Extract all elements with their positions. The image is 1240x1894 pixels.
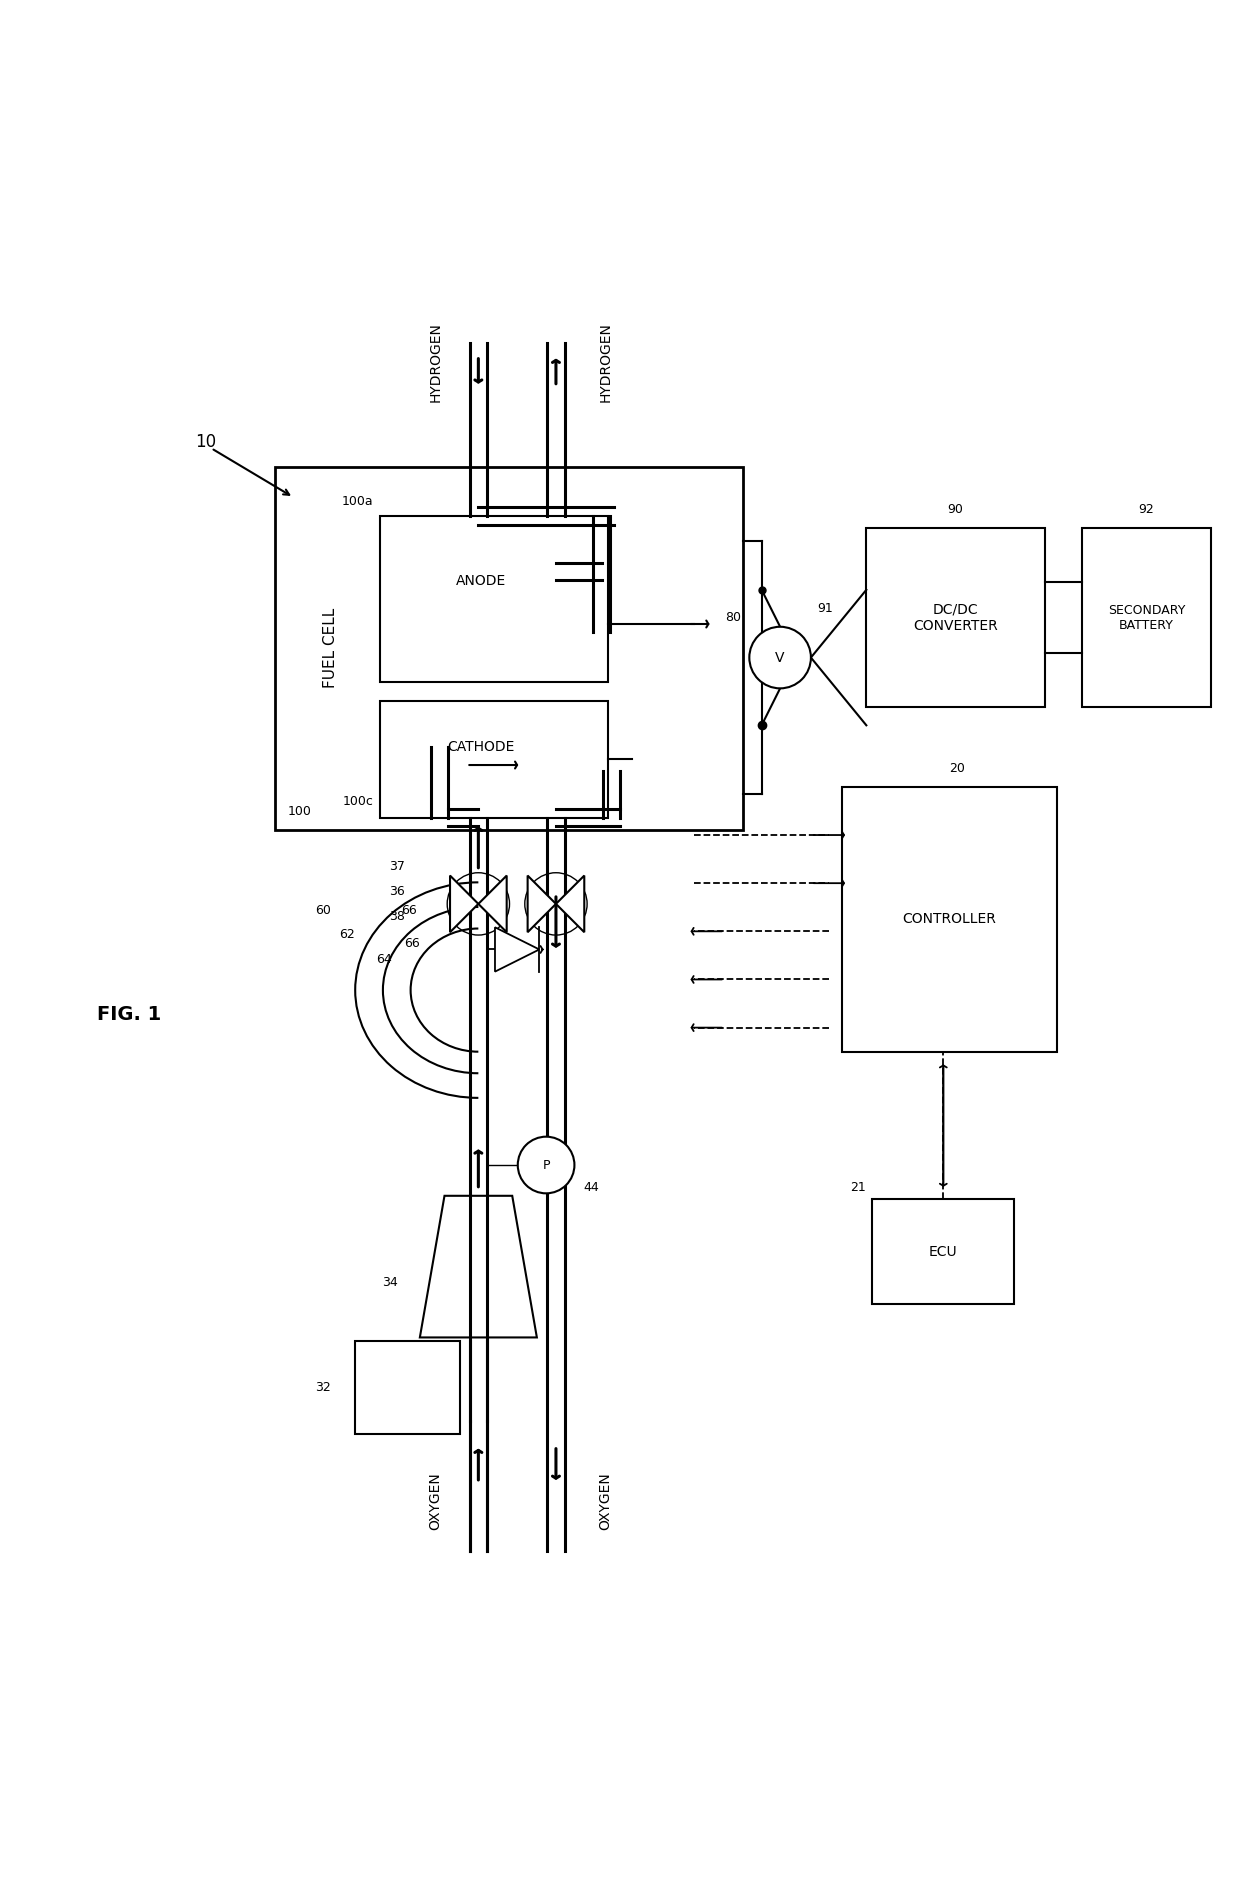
Circle shape bbox=[749, 627, 811, 688]
Text: ANODE: ANODE bbox=[456, 574, 507, 587]
Text: 36: 36 bbox=[388, 884, 404, 898]
Text: 100c: 100c bbox=[342, 795, 373, 809]
Text: HYDROGEN: HYDROGEN bbox=[428, 322, 443, 402]
Text: CONTROLLER: CONTROLLER bbox=[903, 913, 997, 926]
Text: 34: 34 bbox=[383, 1275, 398, 1288]
Bar bbox=[379, 515, 608, 682]
Text: 80: 80 bbox=[724, 612, 740, 625]
Text: OXYGEN: OXYGEN bbox=[598, 1472, 613, 1530]
Text: OXYGEN: OXYGEN bbox=[428, 1472, 443, 1530]
Text: 21: 21 bbox=[851, 1180, 867, 1193]
Text: 92: 92 bbox=[1138, 504, 1154, 517]
Text: SECONDARY
BATTERY: SECONDARY BATTERY bbox=[1107, 604, 1185, 631]
Text: 66: 66 bbox=[404, 938, 420, 949]
Polygon shape bbox=[495, 928, 539, 972]
Text: 100: 100 bbox=[288, 805, 311, 818]
Bar bbox=[842, 786, 1058, 1051]
Bar bbox=[1081, 528, 1211, 706]
Circle shape bbox=[518, 1136, 574, 1193]
Text: FIG. 1: FIG. 1 bbox=[97, 1006, 161, 1025]
Polygon shape bbox=[528, 875, 556, 932]
Text: FUEL CELL: FUEL CELL bbox=[324, 608, 339, 688]
Text: CATHODE: CATHODE bbox=[448, 741, 515, 754]
Bar bbox=[867, 528, 1045, 706]
Text: 62: 62 bbox=[340, 928, 355, 941]
Text: 90: 90 bbox=[947, 504, 963, 517]
Text: 100a: 100a bbox=[342, 494, 373, 508]
Text: 10: 10 bbox=[195, 434, 216, 451]
Text: 37: 37 bbox=[388, 860, 404, 873]
Text: 38: 38 bbox=[388, 909, 404, 922]
Text: 32: 32 bbox=[315, 1381, 331, 1394]
Bar bbox=[379, 701, 608, 818]
Bar bbox=[355, 1341, 460, 1434]
Polygon shape bbox=[450, 875, 479, 932]
Polygon shape bbox=[479, 875, 507, 932]
Text: ECU: ECU bbox=[929, 1244, 957, 1260]
Polygon shape bbox=[556, 875, 584, 932]
Bar bbox=[275, 466, 743, 830]
Bar bbox=[873, 1199, 1014, 1305]
Text: 60: 60 bbox=[315, 903, 331, 917]
Text: 66: 66 bbox=[401, 903, 417, 917]
Text: 64: 64 bbox=[377, 953, 392, 966]
Text: 91: 91 bbox=[817, 602, 833, 616]
Text: P: P bbox=[542, 1159, 549, 1172]
Text: V: V bbox=[775, 650, 785, 665]
Text: HYDROGEN: HYDROGEN bbox=[598, 322, 613, 402]
Text: 20: 20 bbox=[950, 761, 966, 775]
Text: 44: 44 bbox=[583, 1180, 599, 1193]
Text: DC/DC
CONVERTER: DC/DC CONVERTER bbox=[913, 602, 998, 633]
